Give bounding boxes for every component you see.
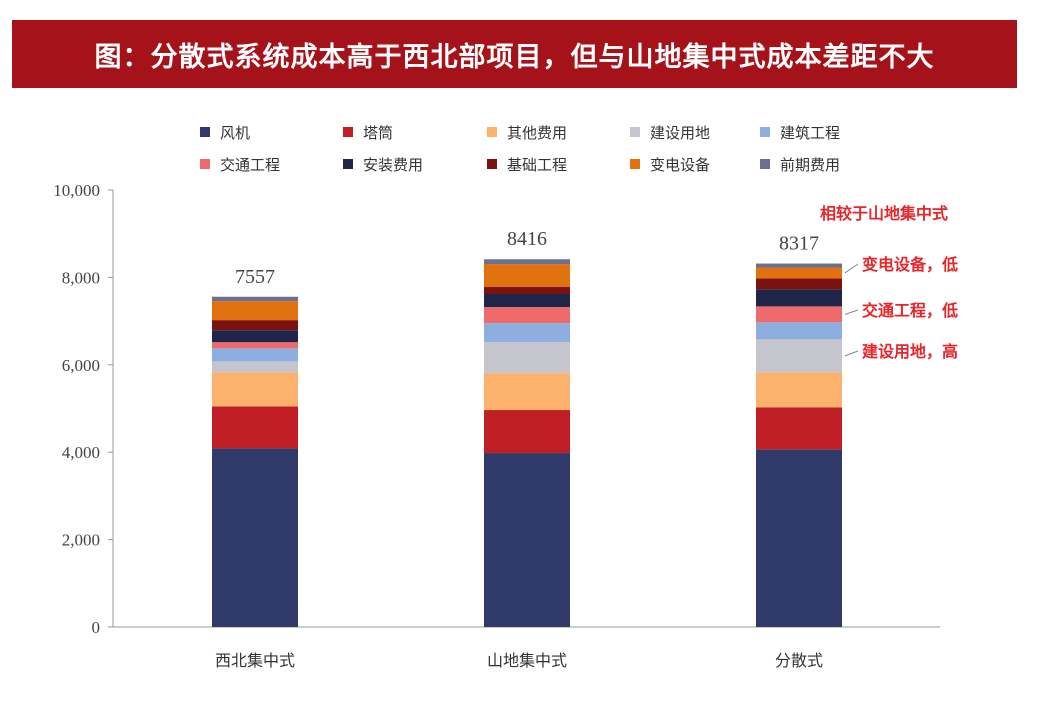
bar-segment-塔筒 bbox=[756, 407, 842, 450]
annotation-leader bbox=[844, 350, 859, 357]
bar-segment-前期费用 bbox=[756, 263, 842, 268]
legend-swatch bbox=[760, 127, 770, 137]
legend-label: 基础工程 bbox=[507, 156, 567, 174]
bar-segment-变电设备 bbox=[484, 264, 570, 288]
bar-segment-建筑工程 bbox=[756, 322, 842, 340]
bar-segment-建筑工程 bbox=[484, 323, 570, 343]
bar-segment-变电设备 bbox=[756, 267, 842, 279]
y-tick-label: 4,000 bbox=[62, 443, 100, 462]
bar-segment-建设用地 bbox=[212, 361, 298, 373]
bar-segment-基础工程 bbox=[484, 287, 570, 295]
bar-segment-塔筒 bbox=[212, 406, 298, 449]
title-banner: 图：分散式系统成本高于西北部项目，但与山地集中式成本差距不大 bbox=[12, 20, 1017, 88]
legend-swatch bbox=[343, 127, 353, 137]
bar-total-label: 8416 bbox=[507, 228, 547, 250]
bar-segment-建设用地 bbox=[484, 342, 570, 374]
legend-label: 建设用地 bbox=[650, 124, 710, 142]
bar-segment-建设用地 bbox=[756, 339, 842, 373]
legend-swatch bbox=[487, 127, 497, 137]
annotation-note: 建设用地，高 bbox=[862, 342, 958, 361]
x-category-label: 西北集中式 bbox=[215, 651, 295, 670]
annotation-leader bbox=[844, 263, 859, 274]
bar-segment-安装费用 bbox=[756, 289, 842, 307]
chart-title: 图：分散式系统成本高于西北部项目，但与山地集中式成本差距不大 bbox=[94, 41, 935, 73]
bar-total-label: 8317 bbox=[779, 233, 819, 255]
bar-segment-风机 bbox=[212, 448, 298, 627]
legend-label: 塔筒 bbox=[363, 124, 393, 142]
bar-segment-建筑工程 bbox=[212, 348, 298, 362]
x-category-label: 山地集中式 bbox=[487, 651, 567, 670]
legend-label: 建筑工程 bbox=[780, 124, 840, 142]
annotation-header: 相较于山地集中式 bbox=[820, 204, 948, 223]
legend-swatch bbox=[487, 159, 497, 169]
bar-segment-基础工程 bbox=[212, 320, 298, 331]
annotation-note: 交通工程，低 bbox=[862, 301, 958, 320]
bar-segment-风机 bbox=[484, 453, 570, 627]
bar-segment-风机 bbox=[756, 449, 842, 627]
bar-segment-交通工程 bbox=[212, 342, 298, 349]
bar-segment-基础工程 bbox=[756, 278, 842, 290]
legend-swatch bbox=[760, 159, 770, 169]
y-tick-label: 0 bbox=[92, 618, 101, 637]
y-tick-label: 6,000 bbox=[62, 356, 100, 375]
legend-swatch bbox=[343, 159, 353, 169]
bar-segment-其他费用 bbox=[756, 372, 842, 408]
bar-total-label: 7557 bbox=[235, 266, 275, 288]
y-tick-label: 8,000 bbox=[62, 268, 100, 287]
bar-segment-其他费用 bbox=[212, 372, 298, 407]
y-tick-label: 10,000 bbox=[53, 181, 100, 200]
bar-segment-安装费用 bbox=[484, 294, 570, 308]
bar-segment-前期费用 bbox=[484, 259, 570, 265]
annotation-note: 变电设备，低 bbox=[862, 255, 958, 274]
x-category-label: 分散式 bbox=[775, 651, 823, 670]
legend-label: 变电设备 bbox=[650, 156, 710, 174]
legend-swatch bbox=[200, 127, 210, 137]
bar-segment-交通工程 bbox=[756, 306, 842, 323]
y-tick-label: 2,000 bbox=[62, 531, 100, 550]
legend-label: 风机 bbox=[220, 124, 250, 142]
bar-segment-前期费用 bbox=[212, 296, 298, 302]
annotation-leader bbox=[844, 309, 859, 315]
legend-label: 交通工程 bbox=[220, 156, 280, 174]
legend-swatch bbox=[630, 159, 640, 169]
bar-segment-安装费用 bbox=[212, 330, 298, 343]
bar-segment-塔筒 bbox=[484, 410, 570, 454]
bar-segment-其他费用 bbox=[484, 373, 570, 411]
legend-label: 安装费用 bbox=[363, 156, 423, 174]
bar-segment-变电设备 bbox=[212, 301, 298, 321]
legend-swatch bbox=[630, 127, 640, 137]
legend-label: 前期费用 bbox=[780, 156, 840, 174]
legend-swatch bbox=[200, 159, 210, 169]
legend-label: 其他费用 bbox=[507, 124, 567, 142]
bar-segment-交通工程 bbox=[484, 307, 570, 324]
